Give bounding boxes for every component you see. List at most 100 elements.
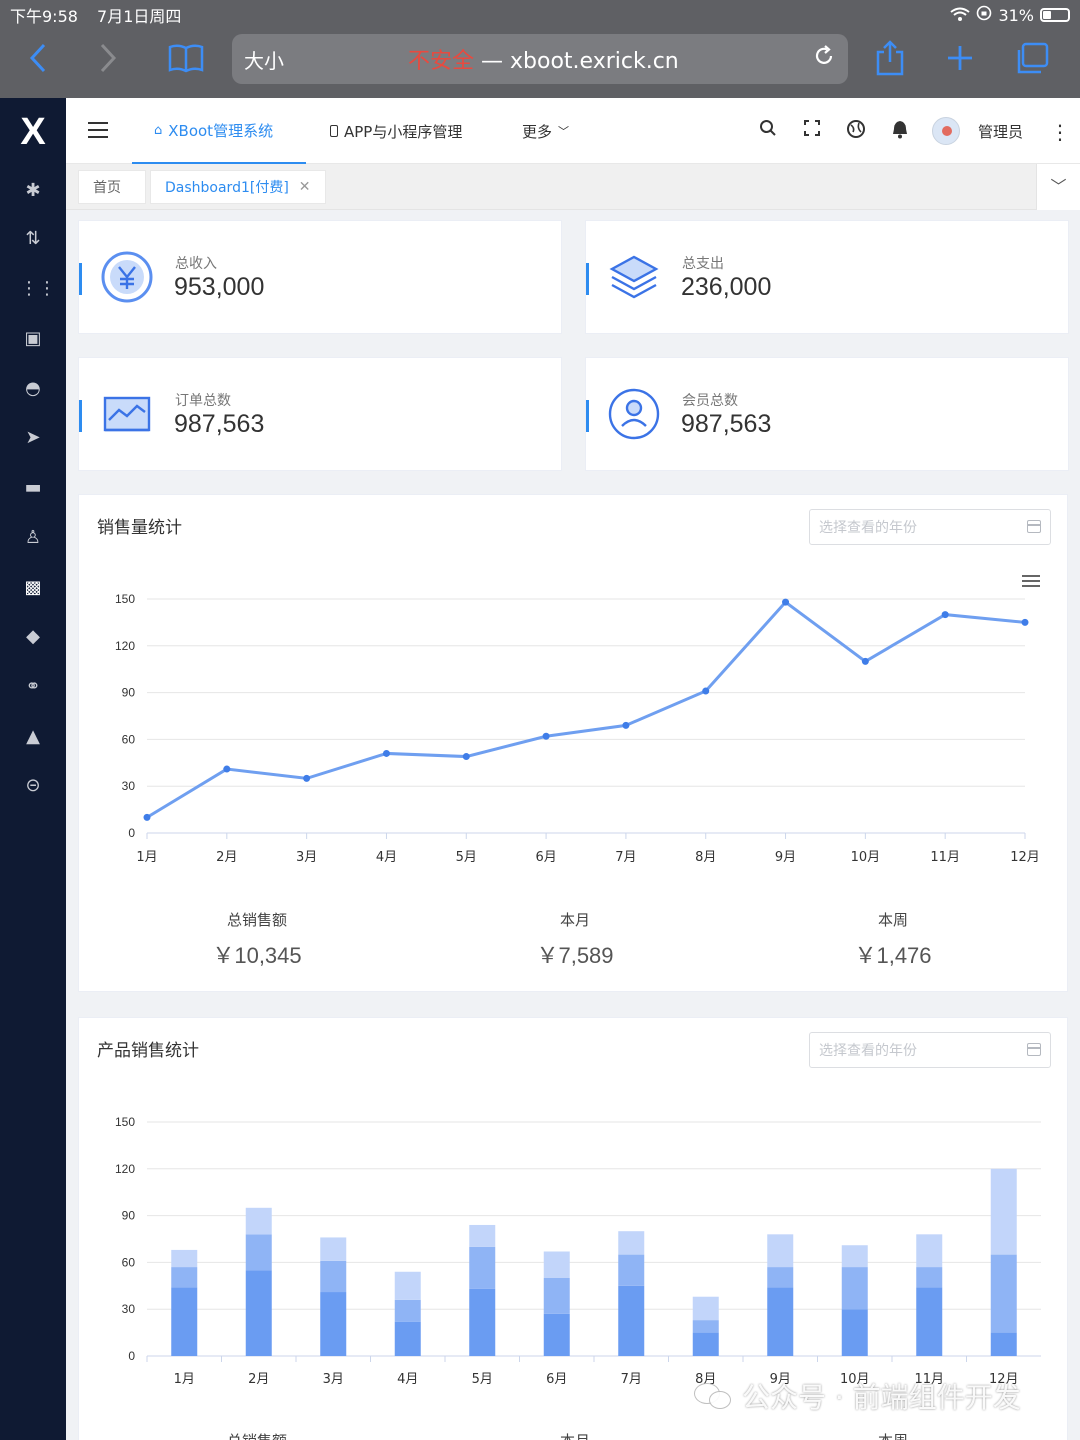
year-picker[interactable]: 选择查看的年份 [809,1032,1051,1068]
yuan-icon [99,249,155,305]
accent-bar [586,263,589,295]
tab-label: 更多 [522,122,553,141]
wechat-icon [694,1381,734,1411]
y-tick-label: 30 [122,779,136,793]
sales-line-chart: 0 30 60 90 120 150 1月 2月 3月 4月 5月 6月 7月 8月 9月 10月 11月 12月 [115,592,1040,865]
chevron-down-icon[interactable]: ﹀ [1036,164,1080,210]
summary-month: 本月 [475,1430,675,1440]
bar-segment [245,1234,272,1271]
summary-label: 本周 [793,1430,993,1440]
chart-menu-icon[interactable] [1022,575,1040,589]
bar-segment [916,1267,943,1288]
stat-label: 总收入 [175,256,217,272]
summary-week: 本周 ￥1,476 [793,909,993,970]
bar-segment [692,1332,719,1356]
lock-icon[interactable]: ▲ [26,726,40,747]
avatar[interactable] [932,117,960,145]
user-name[interactable]: 管理员 [978,123,1024,141]
x-tick-label: 11月 [930,850,960,865]
new-tab-icon[interactable] [938,36,982,80]
bar-segment [469,1288,496,1356]
data-point [143,813,151,821]
address-bar[interactable]: 大小 不安全 — xboot.exrick.cn [232,34,848,84]
tag-home[interactable]: 首页 [78,170,146,204]
send-icon[interactable]: ➤ [25,427,41,448]
y-tick-label: 120 [115,639,135,653]
bookmarks-icon[interactable] [164,36,208,80]
tag-bar: 首页 Dashboard1[付费] ✕ ﹀ [66,164,1080,210]
tab-more[interactable]: 更多 ﹀ [522,98,569,164]
bar-segment [320,1260,347,1293]
data-point [861,657,869,665]
badge-icon[interactable]: ♙ [24,527,42,548]
picker-placeholder: 选择查看的年份 [819,1043,917,1059]
bar-segment [767,1287,794,1356]
settings-icon[interactable]: ✱ [25,180,41,201]
more-options-icon[interactable]: ⋮ [1050,120,1070,144]
y-tick-label: 60 [122,732,136,746]
menu-toggle-icon[interactable] [88,122,108,140]
message-icon[interactable]: ▣ [24,328,42,349]
chart-icon[interactable]: ▩ [24,577,42,598]
share-icon[interactable] [868,36,912,80]
folder-icon[interactable]: ▬ [24,477,42,498]
data-point [542,732,550,740]
data-point [382,749,390,757]
bar-segment [618,1231,645,1255]
data-point [303,774,311,782]
x-tick-label: 2月 [216,850,237,865]
tab-app-management[interactable]: APP与小程序管理 [330,98,462,164]
tab-xboot-system[interactable]: ⌂ XBoot管理系统 [132,98,306,164]
x-tick-label: 1月 [174,1372,195,1387]
stat-value: 987,563 [681,410,772,438]
tab-label: XBoot管理系统 [168,121,274,140]
dashboard-gauge-icon[interactable]: ◓ [25,378,41,399]
accent-bar [79,263,82,295]
bar-segment [320,1292,347,1356]
language-globe-icon[interactable] [844,119,868,143]
forward-icon[interactable] [86,36,130,80]
bar-segment [469,1246,496,1289]
link-icon[interactable]: ⚭ [25,676,41,697]
tab-label: APP与小程序管理 [344,122,463,141]
browser-chrome: 下午9:58 7月1日周四 31% 大小 不安全 — xboot.exrick.… [0,0,1080,98]
bar-segment [618,1254,645,1286]
y-tick-label: 90 [122,686,136,700]
x-tick-label: 1月 [136,850,157,865]
search-icon[interactable] [756,119,780,143]
status-time: 下午9:58 [10,7,78,26]
tag-dashboard[interactable]: Dashboard1[付费] ✕ [150,170,326,204]
layers-icon [606,249,662,305]
year-picker[interactable]: 选择查看的年份 [809,509,1051,545]
calendar-icon [1027,1043,1041,1056]
url-separator: — [474,49,511,74]
tabs-overview-icon[interactable] [1010,36,1054,80]
orientation-lock-icon [976,5,992,25]
stat-value: 236,000 [681,273,772,301]
stat-value: 987,563 [174,410,265,438]
logout-icon[interactable]: ⊝ [25,775,41,796]
x-tick-label: 3月 [296,850,317,865]
y-tick-label: 90 [122,1209,136,1223]
bell-icon[interactable] [888,119,912,143]
fullscreen-icon[interactable] [800,119,824,143]
bar-segment [990,1168,1017,1255]
text-size-button[interactable]: 大小 [244,48,284,73]
xboot-logo[interactable]: X [20,111,46,153]
back-icon[interactable] [16,36,60,80]
product-panel: 产品销售统计 选择查看的年份 0 30 60 90 120 150 1月 2月 3月 4月 5月 6月… [78,1017,1068,1440]
bar-segment [916,1234,943,1268]
workflow-icon[interactable]: ⇅ [25,228,41,249]
battery-percent: 31% [998,5,1034,25]
data-point [462,753,470,761]
watermark-text: 公众号 · 前端组件开发 [742,1381,1021,1414]
reload-icon[interactable] [812,44,836,74]
x-tick-label: 2月 [248,1372,269,1387]
apps-grid-icon[interactable]: ⋮⋮ [20,278,56,299]
stat-card-members: 会员总数 987,563 [585,357,1069,471]
watermark: 公众号 · 前端组件开发 [694,1376,1021,1416]
picker-placeholder: 选择查看的年份 [819,520,917,536]
close-icon[interactable]: ✕ [298,179,311,195]
cube-icon[interactable]: ◆ [26,626,40,647]
bar-segment [245,1207,272,1235]
